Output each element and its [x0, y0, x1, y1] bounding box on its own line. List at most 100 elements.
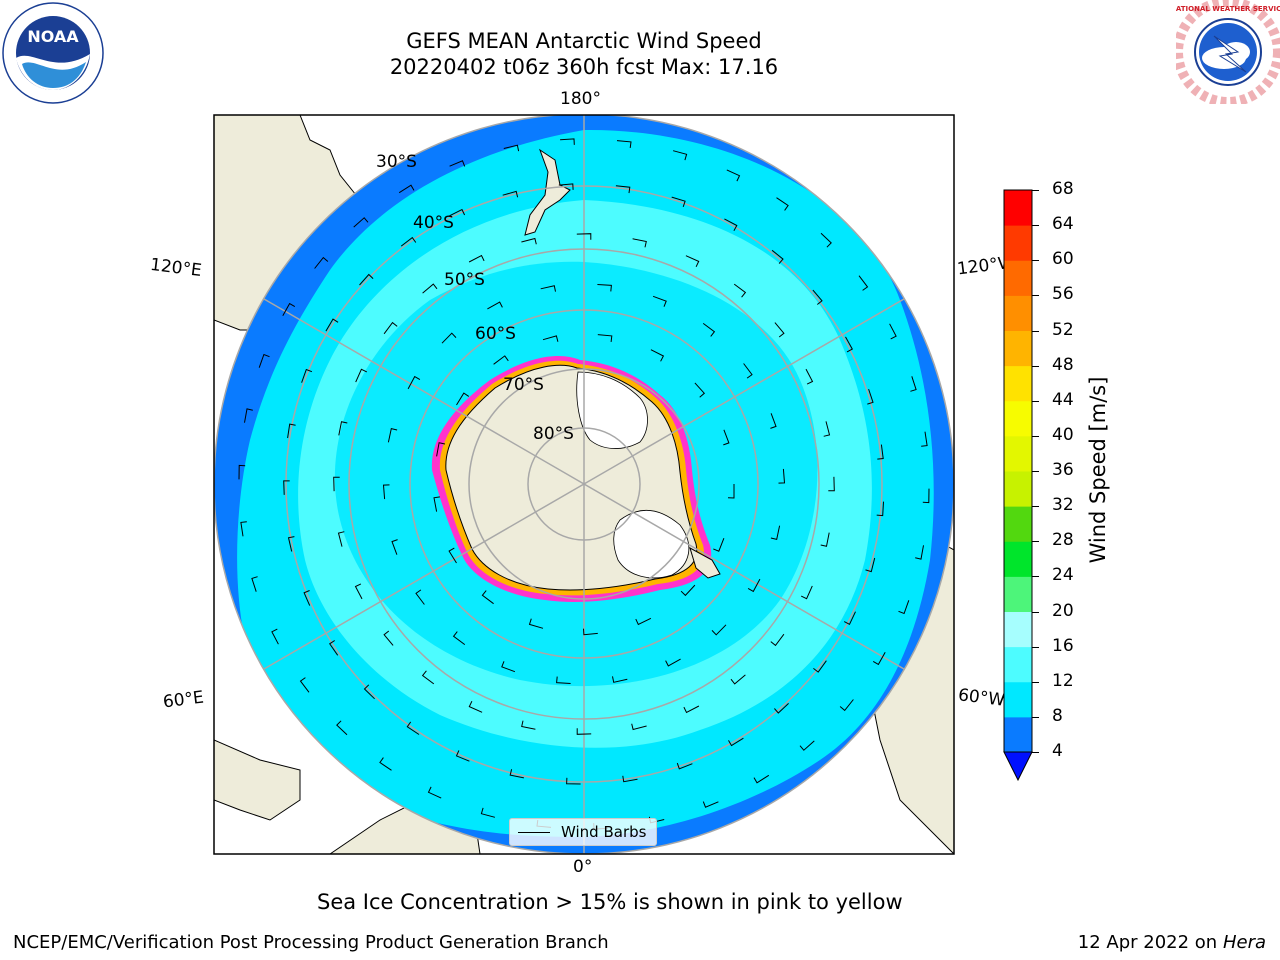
colorbar-tick-mark	[1032, 225, 1039, 227]
footer-machine: Hera	[1222, 932, 1266, 953]
colorbar-tick-mark	[1032, 506, 1039, 508]
wind-barb	[774, 322, 785, 338]
wind-barb	[287, 536, 295, 552]
lat-label-80s: 80°S	[533, 424, 574, 444]
colorbar-tick-mark	[1032, 190, 1039, 191]
colorbar-cell	[1004, 681, 1032, 718]
colorbar-cell	[1004, 506, 1032, 542]
wind-barb	[480, 807, 496, 818]
wind-barb	[271, 628, 279, 645]
wind-barb	[283, 480, 290, 495]
wind-barb	[910, 376, 917, 392]
wind-barb	[683, 705, 700, 714]
wind-barb	[258, 353, 270, 368]
colorbar-tick-label: 48	[1052, 354, 1074, 375]
wind-barb	[481, 590, 494, 605]
colorbar-cell	[1004, 611, 1032, 648]
wind-barb	[733, 283, 747, 298]
wind-barb	[823, 421, 831, 437]
wind-barb	[702, 322, 716, 337]
footer-date: 12 Apr 2022 on	[1077, 932, 1223, 953]
colorbar-cell	[1004, 225, 1032, 261]
colorbar-tick-label: 12	[1052, 670, 1074, 691]
wind-barb	[711, 624, 727, 636]
wind-barb	[724, 218, 738, 231]
wind-barb	[632, 238, 647, 248]
wind-barb	[415, 589, 425, 605]
wind-barb	[449, 208, 466, 217]
colorbar-tick-mark	[1032, 400, 1039, 402]
wind-barb	[812, 289, 823, 305]
wind-barb	[747, 578, 761, 593]
wind-barb	[726, 169, 741, 182]
wind-barb	[336, 720, 348, 736]
footer-right: 12 Apr 2022 on Hera	[1078, 932, 1266, 953]
wind-barb	[436, 442, 446, 457]
wind-barb	[251, 576, 258, 592]
wind-barb	[328, 640, 339, 656]
wind-barb	[813, 660, 827, 673]
wind-barb	[770, 413, 777, 429]
wind-barb	[843, 611, 856, 625]
lat-label-60s: 60°S	[475, 324, 516, 344]
colorbar-tick-label: 16	[1052, 635, 1074, 656]
colorbar-tick-label: 60	[1052, 249, 1074, 270]
wind-barb	[240, 521, 247, 537]
colorbar-tick-mark	[1032, 681, 1039, 683]
wind-barb	[528, 618, 544, 629]
colorbar-tick-mark	[1032, 471, 1039, 472]
colorbar-tick-mark	[1032, 260, 1039, 262]
wind-barb	[542, 335, 559, 342]
map-title: GEFS MEAN Antarctic Wind Speed	[406, 29, 762, 53]
colorbar-tick-mark	[1032, 295, 1039, 297]
wind-barb	[303, 590, 311, 606]
colorbar-tick-label: 68	[1052, 179, 1074, 199]
noaa-logo-text: NOAA	[27, 27, 79, 46]
wind-barb	[776, 197, 789, 211]
colorbar-cell	[1004, 646, 1032, 683]
wind-barb	[391, 539, 398, 555]
colorbar-tick-mark	[1032, 576, 1039, 578]
colorbar-tick-label: 44	[1052, 389, 1074, 410]
wind-barb	[441, 332, 457, 344]
colorbar-tick-label: 4	[1052, 741, 1063, 761]
wind-barb	[238, 464, 246, 480]
wind-barb	[845, 336, 853, 353]
colorbar-cell	[1004, 716, 1032, 753]
wind-barb	[771, 249, 784, 264]
wind-barb	[839, 699, 854, 712]
colorbar-under-triangle	[1003, 751, 1033, 782]
africa-land	[214, 739, 301, 821]
lon-label-0: 0°	[573, 857, 593, 877]
lat-label-30s: 30°S	[376, 152, 417, 172]
wind-barb	[876, 501, 884, 517]
wind-barb	[921, 431, 928, 447]
wind-barb	[566, 777, 581, 785]
antarctic-peninsula	[689, 546, 721, 579]
wind-barb	[509, 769, 525, 779]
wind-barb	[359, 273, 374, 286]
wind-barb	[665, 658, 681, 667]
colorbar-tick-label: 52	[1052, 319, 1074, 340]
wind-barb	[301, 368, 313, 383]
wind-barb	[338, 421, 348, 436]
wind-barb	[631, 723, 647, 731]
colorbar-cell	[1004, 330, 1032, 367]
colorbar-tick-label: 8	[1052, 705, 1063, 726]
wind-barb	[727, 484, 735, 499]
colorbar-tick-label: 36	[1052, 460, 1074, 480]
wind-barb	[493, 355, 509, 365]
wind-barb	[363, 684, 375, 700]
colorbar-label: Wind Speed [m/s]	[1086, 376, 1110, 564]
wind-barb	[382, 484, 390, 500]
wind-barb	[379, 757, 392, 771]
wind-barb	[299, 677, 310, 693]
noaa-logo: NOAA	[2, 2, 104, 104]
colorbar-tick-mark	[1032, 611, 1039, 613]
new-zealand-land	[524, 148, 571, 236]
colorbar-tick-mark	[1032, 541, 1039, 543]
wind-barb	[287, 423, 296, 439]
legend-line-icon	[518, 832, 550, 833]
lat-label-50s: 50°S	[444, 270, 485, 290]
wind-barb	[616, 140, 632, 148]
